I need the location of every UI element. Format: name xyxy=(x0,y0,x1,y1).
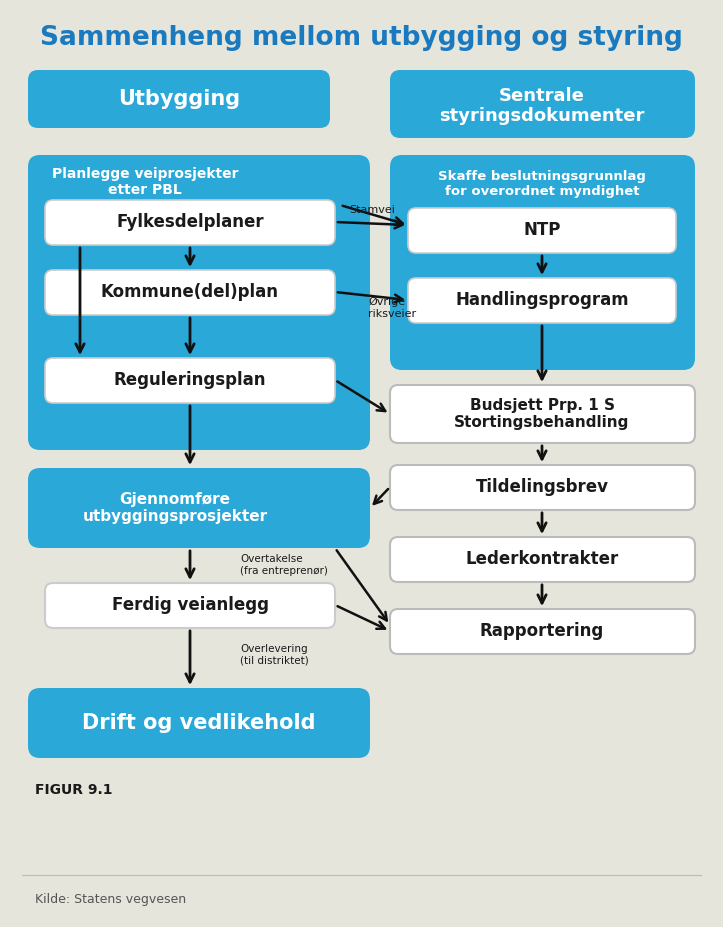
Text: Handlingsprogram: Handlingsprogram xyxy=(455,291,629,309)
FancyBboxPatch shape xyxy=(390,609,695,654)
Text: Kilde: Statens vegvesen: Kilde: Statens vegvesen xyxy=(35,894,186,907)
Text: Øvrige
riksveier: Øvrige riksveier xyxy=(368,297,416,319)
Text: Reguleringsplan: Reguleringsplan xyxy=(114,371,266,389)
FancyBboxPatch shape xyxy=(28,70,330,128)
FancyBboxPatch shape xyxy=(390,385,695,443)
Text: Rapportering: Rapportering xyxy=(480,622,604,640)
FancyBboxPatch shape xyxy=(45,583,335,628)
FancyBboxPatch shape xyxy=(390,465,695,510)
Text: Utbygging: Utbygging xyxy=(118,89,240,109)
Text: Overlevering
(til distriktet): Overlevering (til distriktet) xyxy=(240,644,309,666)
Text: Tildelingsbrev: Tildelingsbrev xyxy=(476,478,609,496)
FancyBboxPatch shape xyxy=(45,270,335,315)
FancyBboxPatch shape xyxy=(408,208,676,253)
Text: Ferdig veianlegg: Ferdig veianlegg xyxy=(111,596,268,614)
FancyBboxPatch shape xyxy=(45,200,335,245)
Text: Overtakelse
(fra entreprenør): Overtakelse (fra entreprenør) xyxy=(240,554,328,576)
Text: Sammenheng mellom utbygging og styring: Sammenheng mellom utbygging og styring xyxy=(40,25,683,51)
FancyBboxPatch shape xyxy=(390,155,695,370)
FancyBboxPatch shape xyxy=(390,70,695,138)
FancyBboxPatch shape xyxy=(28,468,370,548)
Text: Budsjett Prp. 1 S
Stortingsbehandling: Budsjett Prp. 1 S Stortingsbehandling xyxy=(454,398,630,430)
Text: Skaffe beslutningsgrunnlag
for overordnet myndighet: Skaffe beslutningsgrunnlag for overordne… xyxy=(438,170,646,198)
Text: Sentrale
styringsdokumenter: Sentrale styringsdokumenter xyxy=(440,86,645,125)
FancyBboxPatch shape xyxy=(45,358,335,403)
Text: Drift og vedlikehold: Drift og vedlikehold xyxy=(82,713,316,733)
FancyBboxPatch shape xyxy=(408,278,676,323)
FancyBboxPatch shape xyxy=(390,537,695,582)
Text: Lederkontrakter: Lederkontrakter xyxy=(466,550,619,568)
Text: FIGUR 9.1: FIGUR 9.1 xyxy=(35,783,113,797)
Text: Stamvei: Stamvei xyxy=(349,205,395,215)
Text: Kommune(del)plan: Kommune(del)plan xyxy=(101,283,279,301)
FancyBboxPatch shape xyxy=(28,688,370,758)
Text: NTP: NTP xyxy=(523,221,561,239)
Text: Gjennomføre
utbyggingsprosjekter: Gjennomføre utbyggingsprosjekter xyxy=(82,492,268,524)
Text: Fylkesdelplaner: Fylkesdelplaner xyxy=(116,213,264,231)
Text: Planlegge veiprosjekter
etter PBL: Planlegge veiprosjekter etter PBL xyxy=(52,167,239,197)
FancyBboxPatch shape xyxy=(28,155,370,450)
